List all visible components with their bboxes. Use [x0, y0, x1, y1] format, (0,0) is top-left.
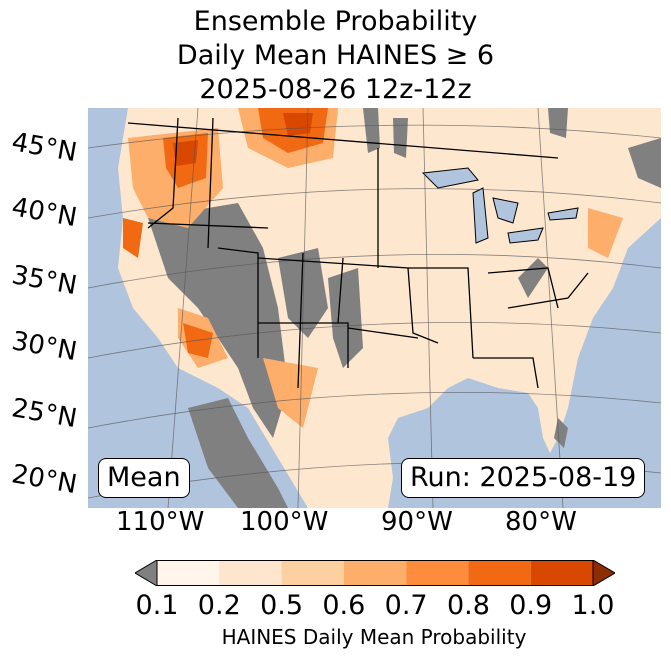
- borders: [127, 117, 589, 389]
- missing-data-areas: [148, 108, 661, 508]
- lat-label-30: 30°N: [9, 326, 80, 368]
- lat-label-45: 45°N: [9, 127, 80, 169]
- colorbar-tick-label: 0.6: [322, 590, 366, 621]
- colorbar: [135, 560, 615, 586]
- colorbar-tick-label: 0.2: [197, 590, 241, 621]
- colorbar-tick-label: 0.5: [260, 590, 304, 621]
- colorbar-under-arrow: [135, 560, 158, 586]
- lon-label-80w: 80°W: [505, 507, 577, 537]
- colorbar-label: HAINES Daily Mean Probability: [221, 625, 527, 649]
- colorbar-segment: [406, 560, 469, 586]
- colorbar-frame: [156, 560, 594, 586]
- run-label-box: Run: 2025-08-19: [401, 458, 646, 498]
- colorbar-segment: [468, 560, 531, 586]
- probability-map: [88, 108, 661, 508]
- colorbar-tick-label: 0.9: [509, 590, 553, 621]
- colorbar-tick-label: 0.7: [384, 590, 428, 621]
- lat-label-25: 25°N: [9, 393, 80, 435]
- colorbar-segment: [343, 560, 407, 586]
- colorbar-segment: [157, 560, 220, 586]
- lat-label-20: 20°N: [9, 459, 80, 501]
- great-lakes: [421, 167, 579, 244]
- lon-label-110w: 110°W: [116, 507, 205, 537]
- graticule: [88, 108, 661, 508]
- chart-title-line2: Daily Mean HAINES ≥ 6: [176, 40, 495, 71]
- colorbar-segment: [219, 560, 282, 586]
- chart-title-line3: 2025-08-26 12z-12z: [199, 74, 472, 105]
- colorbar-over-arrow: [592, 560, 615, 586]
- lat-label-40: 40°N: [9, 192, 80, 234]
- lon-label-90w: 90°W: [381, 507, 453, 537]
- chart-title-line1: Ensemble Probability: [193, 6, 478, 37]
- very-high-probability-areas: [173, 113, 313, 166]
- lat-label-35: 35°N: [9, 260, 80, 302]
- colorbar-tick-label: 0.1: [135, 590, 179, 621]
- colorbar-segment: [530, 560, 593, 586]
- lon-label-100w: 100°W: [240, 507, 329, 537]
- colorbar-segment: [281, 560, 344, 586]
- colorbar-tick-label: 0.8: [446, 590, 490, 621]
- colorbar-tick-label: 1.0: [571, 590, 615, 621]
- mean-label-box: Mean: [98, 458, 190, 498]
